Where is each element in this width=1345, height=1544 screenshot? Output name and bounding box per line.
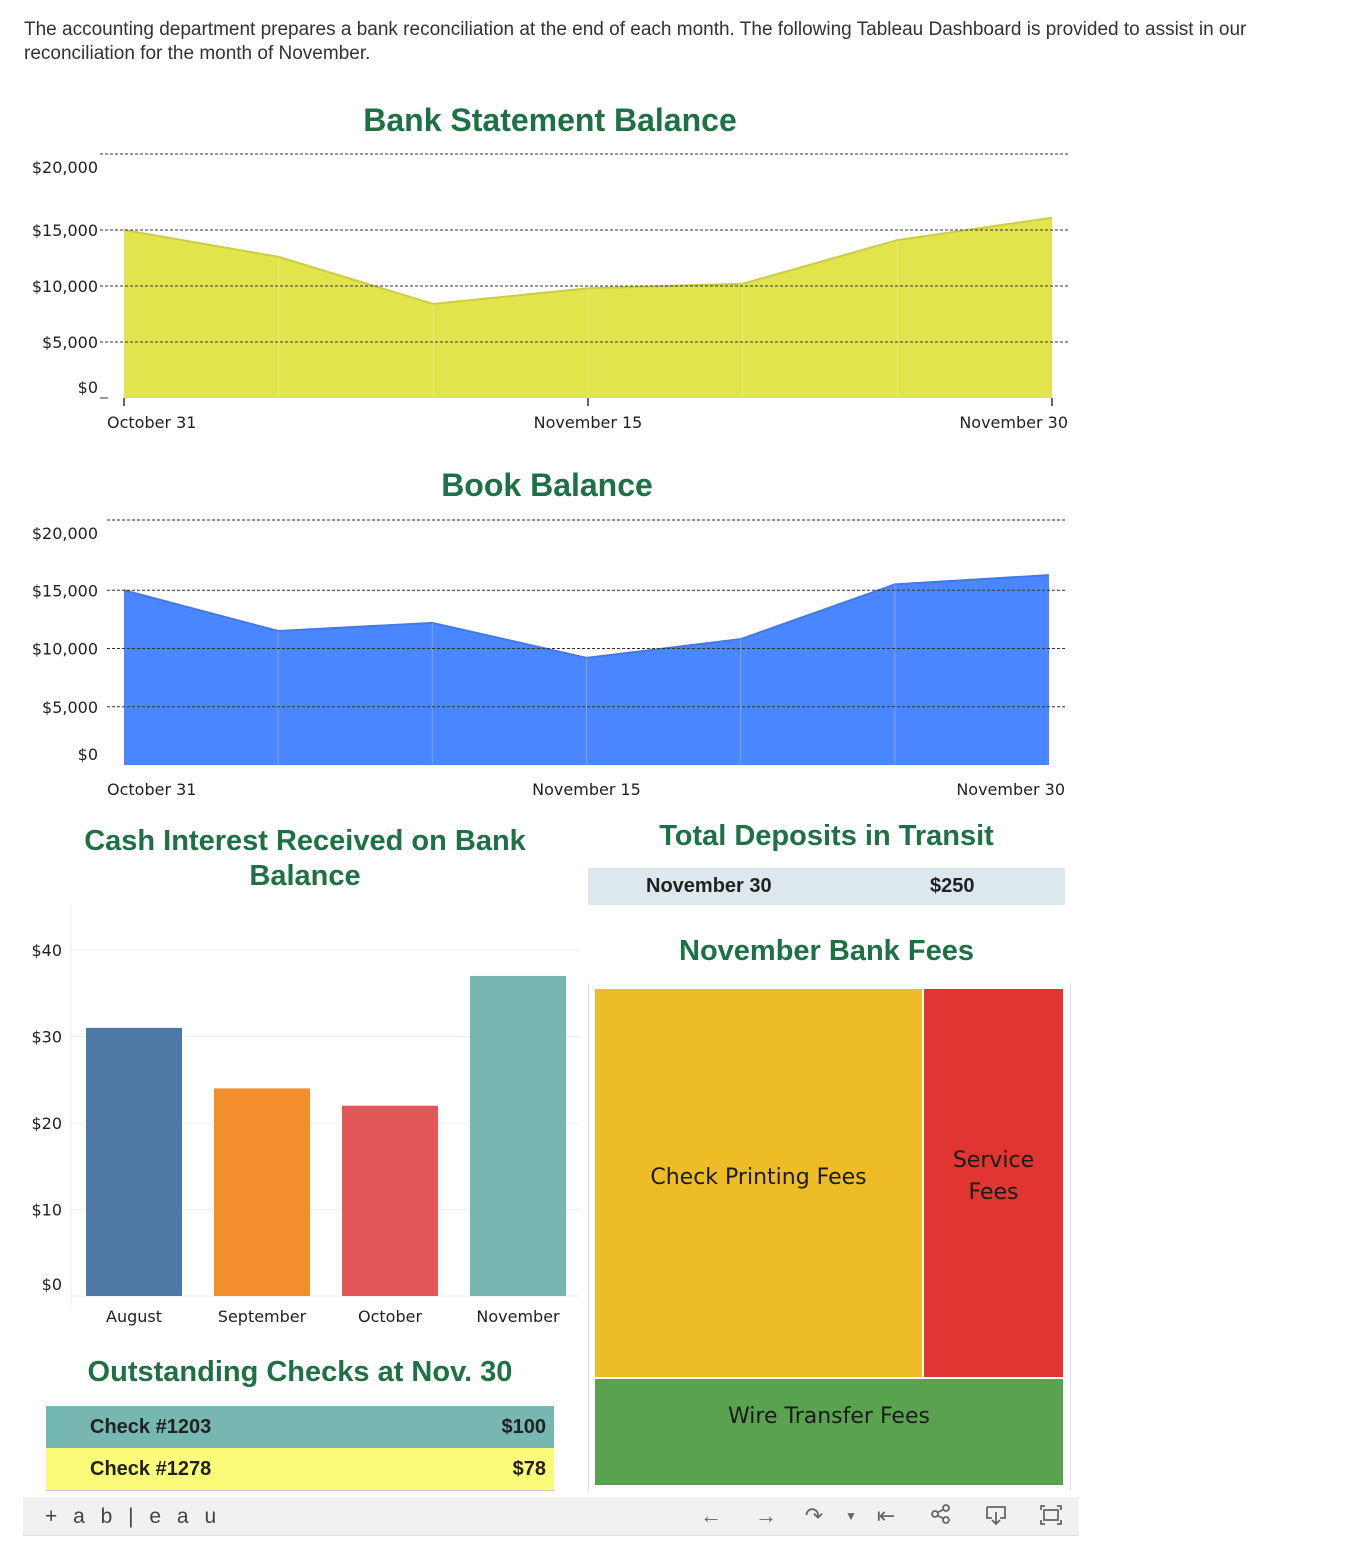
check-label: Check #1203 — [90, 1416, 212, 1438]
revert-dropdown-icon[interactable]: ▼ — [845, 1509, 857, 1523]
interest-bar — [214, 1088, 310, 1296]
tableau-toolbar: + a b | e a u ← → ↷ ▼ ⇤ — [23, 1497, 1079, 1536]
service-fees-label-line2: Fees — [968, 1180, 1019, 1205]
check-printing-fees-tile[interactable]: Check Printing Fees — [595, 989, 922, 1377]
y-tick-label: $15,000 — [32, 581, 98, 600]
intro-text: The accounting department prepares a ban… — [24, 19, 1247, 64]
check-amount: $100 — [501, 1416, 547, 1438]
interest-bar — [342, 1105, 438, 1296]
reset-icon[interactable]: ⇤ — [876, 1503, 896, 1528]
x-tick-label: November 30 — [959, 413, 1068, 432]
share-icon[interactable] — [928, 1503, 954, 1529]
y-tick-label: $10 — [31, 1201, 62, 1220]
x-tick-label: October 31 — [107, 413, 196, 432]
wire-transfer-fees-label: Wire Transfer Fees — [728, 1404, 930, 1429]
bank-chart-title: Bank Statement Balance — [363, 102, 737, 138]
redo-icon[interactable]: → — [755, 1503, 777, 1528]
y-tick-label: $15,000 — [32, 221, 98, 240]
x-tick-label: November 15 — [534, 413, 643, 432]
deposit-row: November 30 $250 — [588, 868, 1065, 905]
deposit-amount: $250 — [930, 875, 975, 897]
book-balance-chart[interactable]: $20,000 $15,000 $10,000 $5,000 $0 October 31 N… — [0, 505, 1100, 805]
service-fees-tile[interactable]: Service Fees — [924, 989, 1063, 1377]
deposit-date: November 30 — [646, 875, 772, 897]
undo-icon[interactable]: ← — [700, 1503, 722, 1528]
y-tick-label: $30 — [31, 1028, 62, 1047]
y-tick-label: $40 — [31, 941, 62, 960]
x-tick-label: October 31 — [107, 780, 196, 799]
check-row: Check #1203 $100 — [46, 1406, 554, 1448]
y-tick-label: $10,000 — [32, 640, 98, 659]
area-line — [123, 574, 1050, 659]
check-amount: $78 — [512, 1458, 546, 1480]
check-row: Check #1278 $78 — [46, 1448, 554, 1491]
y-tick-label: $10,000 — [32, 277, 98, 296]
interest-chart-title: Cash Interest Received on Bank Balance — [84, 825, 526, 892]
x-tick-label: November — [476, 1307, 560, 1326]
x-tick-label: August — [106, 1307, 162, 1326]
check-label: Check #1278 — [90, 1458, 212, 1480]
x-tick-label: October — [358, 1307, 422, 1326]
bank-statement-chart[interactable]: $20,000 $15,000 $10,000 $5,000 $0 October 31 N… — [0, 140, 1100, 440]
y-tick-label: $20 — [31, 1114, 62, 1133]
y-tick-label: $20,000 — [32, 524, 98, 543]
revert-icon[interactable]: ↷ — [804, 1503, 824, 1528]
y-tick-label: $20,000 — [32, 158, 98, 177]
y-tick-label: $0 — [42, 1275, 62, 1294]
checks-title: Outstanding Checks at Nov. 30 — [87, 1356, 513, 1388]
interest-bar — [470, 975, 566, 1296]
service-fees-label-line1: Service — [952, 1148, 1035, 1173]
deposits-title: Total Deposits in Transit — [659, 820, 994, 852]
book-chart-title: Book Balance — [441, 467, 653, 503]
y-tick-label: $5,000 — [42, 698, 98, 717]
x-tick-label: September — [218, 1307, 307, 1326]
area-series — [124, 575, 1049, 765]
area-line — [123, 216, 1053, 305]
y-tick-label: $0 — [78, 745, 98, 764]
y-tick-label: $5,000 — [42, 333, 98, 352]
check-printing-fees-label: Check Printing Fees — [650, 1165, 867, 1190]
tableau-logo: + a b | e a u — [45, 1505, 222, 1528]
interest-bar-chart[interactable]: $40 $30 $20 $10 $0 August September October Nove… — [0, 905, 590, 1335]
wire-transfer-fees-tile[interactable]: Wire Transfer Fees — [595, 1379, 1063, 1485]
y-tick-label: $0 — [78, 378, 98, 397]
fees-treemap[interactable]: Check Printing Fees Service Fees Wire Tr… — [588, 983, 1071, 1491]
download-icon[interactable] — [983, 1503, 1009, 1529]
fees-title: November Bank Fees — [679, 935, 974, 967]
interest-bar — [86, 1027, 182, 1296]
x-tick-label: November 15 — [532, 780, 641, 799]
fullscreen-icon[interactable] — [1038, 1503, 1064, 1529]
x-tick-label: November 30 — [956, 780, 1065, 799]
